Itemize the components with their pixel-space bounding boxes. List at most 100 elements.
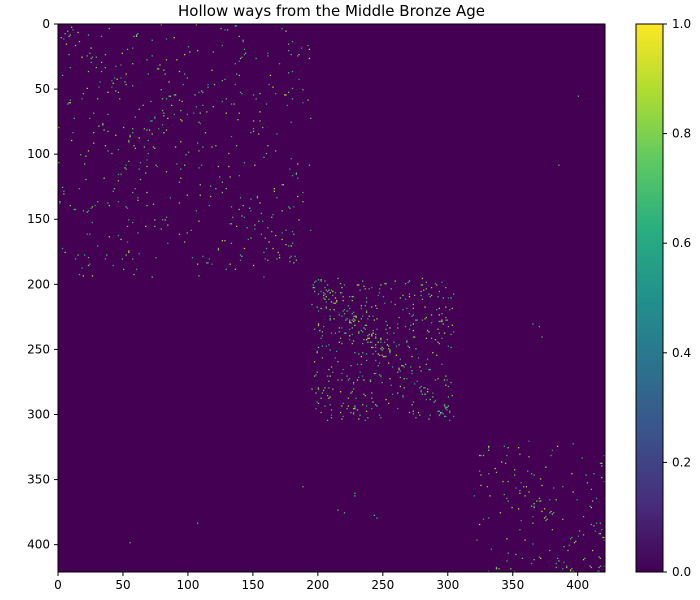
y-tick-label: 150 <box>27 212 50 226</box>
heatmap-cell <box>168 81 170 83</box>
heatmap-cell <box>339 292 342 294</box>
heatmap-cell <box>385 398 387 401</box>
heatmap-cell <box>351 333 353 336</box>
heatmap-cell <box>74 208 77 211</box>
heatmap-cell <box>254 164 256 166</box>
heatmap-cell <box>208 204 211 207</box>
heatmap-cell <box>338 341 340 343</box>
heatmap-cell <box>341 342 343 345</box>
heatmap-cell <box>581 457 583 459</box>
heatmap-cell <box>297 163 299 165</box>
heatmap-cell <box>346 318 348 320</box>
heatmap-cell <box>430 286 433 289</box>
heatmap-cell <box>397 323 399 325</box>
heatmap-cell <box>87 257 90 259</box>
heatmap-cell <box>90 61 92 64</box>
heatmap-cell <box>390 301 392 303</box>
heatmap-cell <box>556 445 559 448</box>
heatmap-cell <box>91 221 94 224</box>
heatmap-cell <box>538 497 541 500</box>
heatmap-cell <box>424 393 426 395</box>
heatmap-cell <box>247 238 249 241</box>
heatmap-cell <box>414 336 416 338</box>
heatmap-cell <box>264 258 266 260</box>
heatmap-cell <box>319 329 321 332</box>
heatmap-cell <box>425 281 427 284</box>
heatmap-cell <box>287 91 290 93</box>
heatmap-cell <box>316 401 318 403</box>
heatmap-cell <box>540 557 542 559</box>
heatmap-cell <box>93 142 95 144</box>
heatmap-cell <box>420 389 422 392</box>
heatmap-cell <box>184 73 186 75</box>
heatmap-cell <box>480 474 482 476</box>
heatmap-cell <box>450 333 452 336</box>
heatmap-cell <box>595 497 598 500</box>
heatmap-cell <box>229 176 231 178</box>
heatmap-cell <box>72 29 74 31</box>
heatmap-cell <box>271 216 273 218</box>
heatmap-cell <box>85 178 87 181</box>
heatmap-cell <box>199 194 201 196</box>
heatmap-cell <box>277 251 279 254</box>
heatmap-cell <box>87 70 90 73</box>
heatmap-cell <box>224 29 226 31</box>
heatmap-cell <box>473 495 476 497</box>
heatmap-cell <box>117 91 120 93</box>
heatmap-cell <box>333 309 335 311</box>
heatmap-cell <box>351 312 353 315</box>
heatmap-cell <box>345 319 347 321</box>
heatmap-cell <box>158 68 160 70</box>
heatmap-cell <box>106 254 108 256</box>
heatmap-cell <box>263 156 265 159</box>
heatmap-cell <box>543 517 546 519</box>
heatmap-cell <box>278 257 281 259</box>
heatmap-cell <box>371 407 373 410</box>
heatmap-cell <box>142 104 144 106</box>
heatmap-cell <box>372 346 374 349</box>
heatmap-cell <box>112 190 114 192</box>
heatmap-cell <box>532 522 534 524</box>
heatmap-cell <box>158 128 160 130</box>
heatmap-cell <box>412 307 415 310</box>
heatmap-cell <box>178 233 181 235</box>
heatmap-cell <box>242 40 244 43</box>
heatmap-cell <box>202 91 204 93</box>
heatmap-cell <box>364 305 366 307</box>
heatmap-cell <box>412 410 415 412</box>
heatmap-cell <box>543 508 546 510</box>
heatmap-cell <box>329 292 331 294</box>
heatmap-cell <box>126 207 129 209</box>
heatmap-cell <box>184 241 186 243</box>
heatmap-cell <box>93 132 95 134</box>
heatmap-cell <box>160 89 162 91</box>
heatmap-cell <box>367 337 369 339</box>
heatmap-cell <box>291 70 294 73</box>
heatmap-cell <box>150 120 152 122</box>
heatmap-cell <box>89 233 91 235</box>
heatmap-cell <box>186 77 188 79</box>
heatmap-cell <box>143 146 146 148</box>
heatmap-cell <box>482 454 485 457</box>
heatmap-cell <box>230 103 233 105</box>
heatmap-cell <box>478 470 481 472</box>
heatmap-cell <box>441 312 443 315</box>
heatmap-cell <box>408 411 411 414</box>
heatmap-cell <box>210 195 212 198</box>
heatmap-cell <box>563 545 565 548</box>
heatmap-cell <box>276 133 278 135</box>
heatmap-cell <box>393 332 395 334</box>
heatmap-cell <box>226 29 229 31</box>
heatmap-cell <box>81 56 83 58</box>
heatmap-cell <box>424 318 426 320</box>
heatmap-cell <box>232 216 234 218</box>
heatmap-cell <box>395 354 398 356</box>
heatmap-cell <box>510 568 512 570</box>
heatmap-cell <box>161 219 164 221</box>
heatmap-cell <box>58 161 60 164</box>
heatmap-cell <box>382 355 385 358</box>
heatmap-cell <box>234 83 236 86</box>
heatmap-cell <box>332 294 334 297</box>
heatmap-cell <box>449 410 451 412</box>
heatmap-cell <box>373 319 376 321</box>
